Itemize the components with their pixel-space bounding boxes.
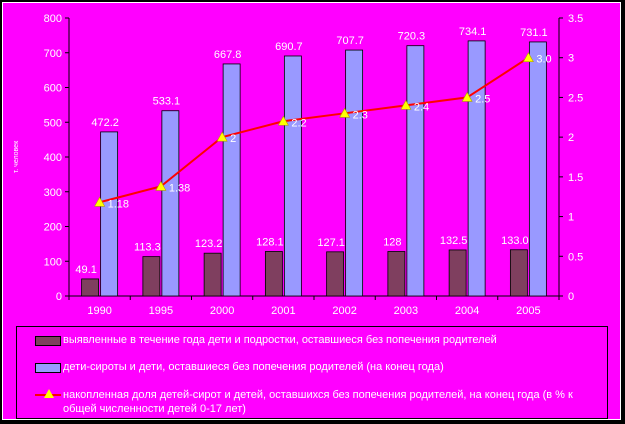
marker-share	[461, 91, 473, 102]
data-label-share: 2.5	[475, 93, 490, 105]
x-tick-label: 2004	[455, 305, 479, 317]
bar-identified	[142, 256, 161, 297]
x-tick-label: 1995	[149, 305, 173, 317]
data-label-identified: 133.0	[501, 235, 529, 247]
y-left-tick-label: 200	[44, 222, 62, 234]
y-right-tick-label: 1	[568, 212, 574, 224]
y-left-tick-label: 800	[44, 13, 62, 25]
data-label-share: 2.2	[291, 117, 306, 129]
bar-orphans	[100, 131, 119, 297]
marker-share	[94, 196, 106, 207]
data-label-identified: 132.5	[440, 235, 468, 247]
bar-identified	[203, 252, 222, 297]
y-left-tick-label: 400	[44, 152, 62, 164]
x-tick-label: 1990	[87, 305, 111, 317]
chart-legend: выявленные в течение года дети и подрост…	[16, 326, 608, 419]
data-label-share: 2.3	[353, 109, 368, 121]
bar-orphans	[528, 41, 547, 297]
bar-orphans	[161, 110, 180, 297]
y-left-tick-label: 500	[44, 117, 62, 129]
legend-label-orphans: дети-сироты и дети, оставшиеся без попеч…	[63, 361, 444, 373]
y-left-tick-label: 300	[44, 187, 62, 199]
x-tick-label: 2002	[332, 305, 356, 317]
data-label-share: 1.18	[108, 198, 129, 210]
data-label-share: 2.4	[414, 101, 429, 113]
data-label-identified: 49.1	[75, 264, 96, 276]
data-label-share: 1.38	[169, 182, 190, 194]
bar-identified	[264, 251, 283, 297]
data-label-orphans: 690.7	[275, 41, 303, 53]
marker-share	[522, 52, 534, 63]
bar-identified	[509, 249, 528, 297]
x-tick-label: 2000	[210, 305, 234, 317]
line-share	[99, 56, 529, 204]
legend-label-share: накопленная доля детей-сирот и детей, ос…	[63, 389, 573, 415]
chart-area: 0 100 200 300 400 500 600 700 800 0 0.5 1 1.5 2 2.5 3 3.…	[2, 2, 621, 420]
data-label-identified: 123.2	[195, 238, 223, 250]
bar-identified	[81, 278, 100, 297]
data-label-share: 2	[230, 133, 236, 145]
y-right-tick-label: 2.5	[568, 92, 583, 104]
marker-share	[400, 99, 412, 110]
bar-orphans	[406, 45, 425, 297]
y-left-tick-label: 0	[56, 291, 62, 303]
legend-label-identified: выявленные в течение года дети и подрост…	[63, 334, 497, 346]
data-label-orphans: 533.1	[153, 96, 181, 108]
data-label-identified: 113.3	[134, 242, 161, 254]
data-label-identified: 128.1	[256, 236, 284, 248]
y-right-tick-label: 0.5	[568, 251, 583, 263]
chart-svg: 0 100 200 300 400 500 600 700 800 0 0.5 1 1.5 2 2.5 3 3.…	[13, 13, 583, 317]
data-label-orphans: 731.1	[520, 27, 548, 39]
data-label-orphans: 707.7	[336, 35, 364, 47]
data-label-orphans: 472.2	[91, 117, 119, 129]
data-label-identified: 128	[383, 237, 401, 249]
bar-orphans	[467, 40, 486, 297]
x-tick-label: 2001	[271, 305, 295, 317]
legend-swatch-orphans	[35, 363, 61, 373]
bar-orphans	[283, 55, 302, 297]
bar-identified	[387, 251, 406, 297]
y-right-tick-label: 1.5	[568, 172, 583, 184]
y-left-tick-label: 700	[44, 48, 62, 60]
data-label-orphans: 720.3	[398, 31, 426, 43]
y-right-tick-label: 3.5	[568, 13, 583, 25]
data-label-orphans: 667.8	[214, 49, 242, 61]
bar-identified	[448, 249, 467, 297]
y-right-tick-label: 2	[568, 132, 574, 144]
bar-identified	[326, 251, 345, 297]
x-tick-label: 2003	[394, 305, 418, 317]
y-right-tick-label: 3	[568, 53, 574, 65]
y-left-tick-label: 100	[44, 256, 62, 268]
y-left-axis-label: т. человек	[13, 140, 20, 173]
marker-share	[339, 107, 351, 118]
data-label-orphans: 734.1	[459, 26, 487, 38]
bar-orphans	[345, 49, 364, 297]
data-label-share: 3.0	[536, 54, 551, 66]
bar-orphans	[222, 63, 241, 297]
marker-share	[216, 131, 228, 142]
marker-share	[155, 180, 167, 191]
legend-marker-share	[44, 389, 54, 398]
legend-swatch-identified	[35, 336, 61, 346]
y-left-tick-label: 600	[44, 83, 62, 95]
y-right-tick-label: 0	[568, 291, 574, 303]
marker-share	[277, 115, 289, 126]
data-label-identified: 127.1	[317, 237, 345, 249]
x-tick-label: 2005	[516, 305, 540, 317]
